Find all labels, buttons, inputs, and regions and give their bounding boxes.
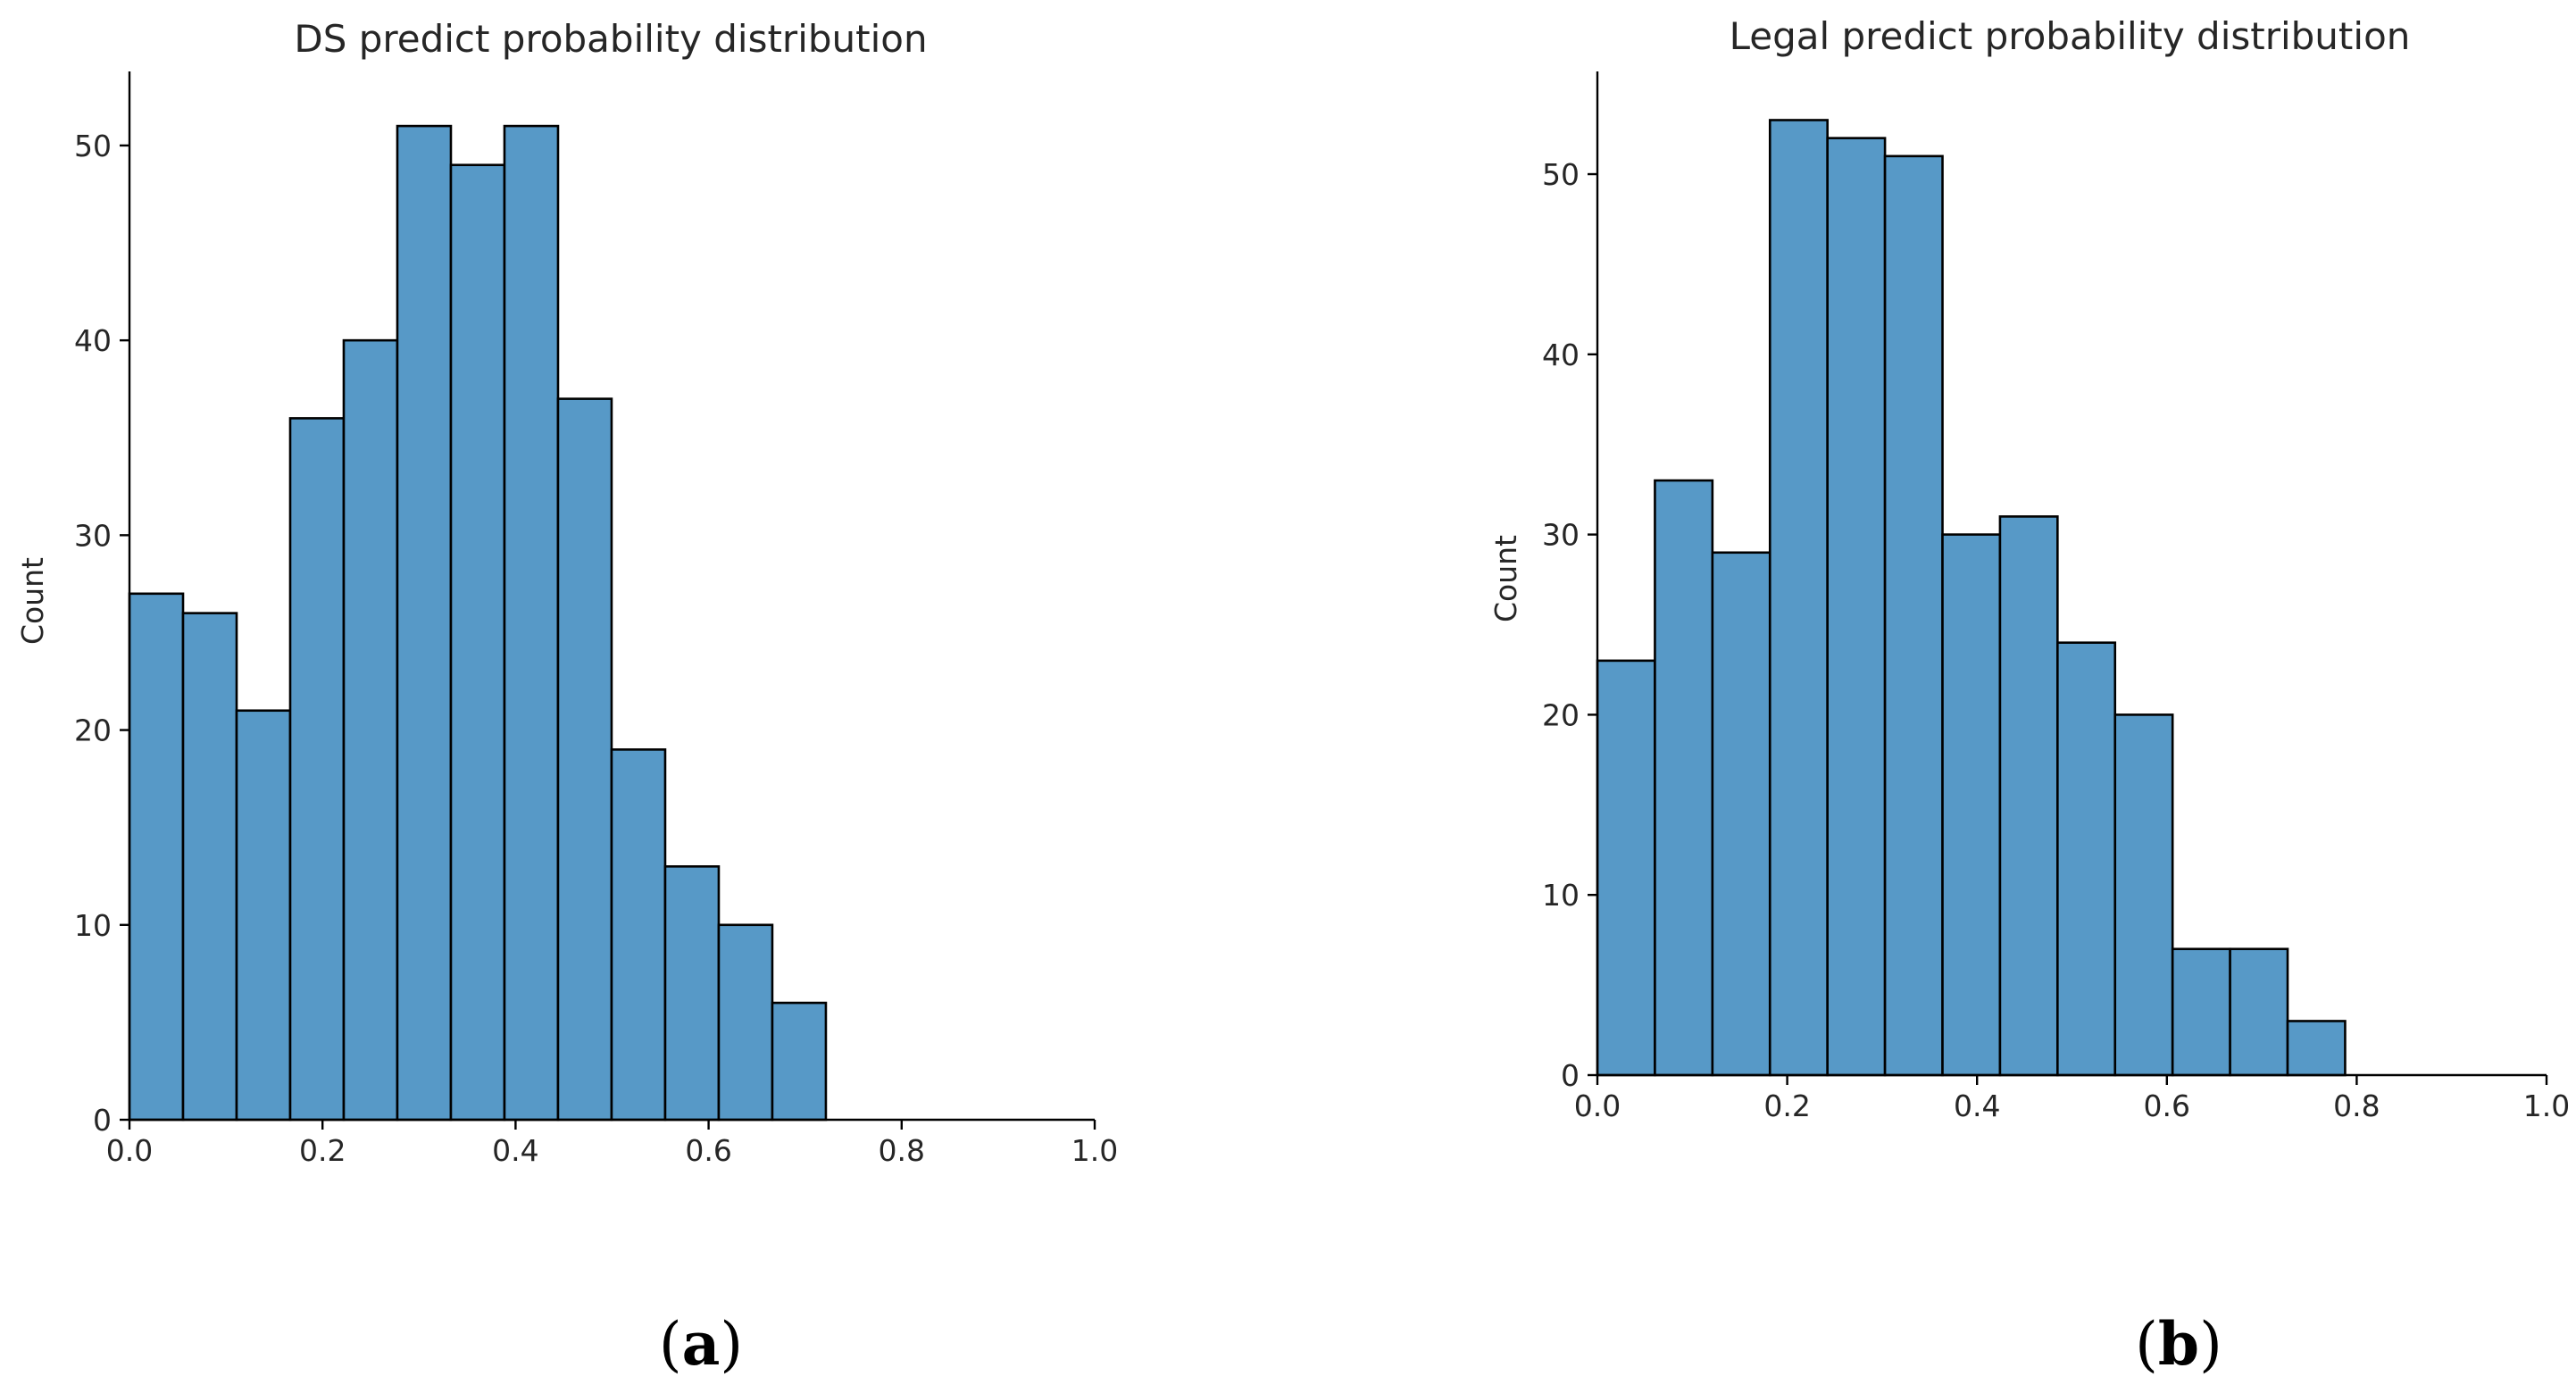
x-tick-label-b: 0.8 — [2333, 1089, 2380, 1123]
histogram-bar-a-5 — [342, 338, 399, 1122]
y-tick-label-b: 20 — [1542, 697, 1580, 732]
panel-b: Legal predict probability distribution C… — [1488, 14, 2570, 1379]
histogram-bar-b-5 — [1826, 137, 1887, 1077]
x-tick-label-a: 0.0 — [106, 1133, 153, 1168]
x-tick-label-b: 1.0 — [2523, 1089, 2570, 1123]
y-axis-label-a: Count — [15, 557, 50, 645]
histogram-bar-a-3 — [235, 709, 292, 1122]
x-tick-label-a: 0.2 — [299, 1133, 346, 1168]
histogram-bar-b-8 — [1998, 515, 2059, 1077]
chart-title-b: Legal predict probability distribution — [1730, 14, 2411, 58]
x-tick-label-a: 0.4 — [492, 1133, 538, 1168]
histogram-bar-a-13 — [771, 1001, 828, 1122]
histogram-bar-a-2 — [181, 612, 238, 1122]
y-tick-label-a: 50 — [74, 129, 112, 163]
histogram-bar-a-6 — [396, 124, 453, 1122]
y-axis-label-b: Count — [1488, 535, 1523, 622]
histogram-bar-a-9 — [556, 397, 613, 1122]
x-tick-label-b: 0.0 — [1574, 1089, 1621, 1123]
x-tick-label-b: 0.4 — [1954, 1089, 2000, 1123]
panel-label-b: (b) — [2135, 1309, 2222, 1379]
ticks-a: 0.0 0.2 0.4 0.6 0.8 1.0 0 10 20 30 40 50 — [74, 129, 1118, 1168]
x-tick-label-a: 0.6 — [685, 1133, 731, 1168]
y-tick-label-a: 30 — [74, 518, 112, 553]
bars-b — [1596, 119, 2347, 1077]
y-tick-label-a: 40 — [74, 323, 112, 358]
histogram-bar-a-8 — [503, 124, 560, 1122]
histogram-bar-a-11 — [663, 865, 721, 1122]
y-tick-label-a: 10 — [74, 908, 112, 943]
histogram-bar-b-1 — [1596, 659, 1656, 1077]
histogram-bar-b-11 — [2171, 947, 2231, 1077]
panel-label-a: (a) — [659, 1309, 743, 1379]
histogram-bar-a-1 — [128, 592, 185, 1122]
histogram-bar-b-7 — [1941, 533, 2002, 1077]
x-tick-label-b: 0.2 — [1763, 1089, 1810, 1123]
y-tick-label-b: 0 — [1561, 1058, 1580, 1093]
y-tick-label-a: 20 — [74, 713, 112, 748]
histogram-bar-b-12 — [2229, 947, 2289, 1077]
x-tick-label-b: 0.6 — [2144, 1089, 2190, 1123]
histogram-bar-a-12 — [717, 923, 774, 1122]
histogram-bar-b-6 — [1883, 154, 1944, 1077]
histogram-bar-a-10 — [610, 748, 667, 1122]
y-tick-label-a: 0 — [93, 1103, 112, 1138]
histogram-bar-b-2 — [1654, 479, 1714, 1077]
ticks-b: 0.0 0.2 0.4 0.6 0.8 1.0 0 10 20 30 40 50 — [1542, 157, 2570, 1123]
y-tick-label-b: 10 — [1542, 878, 1580, 913]
histogram-bar-b-10 — [2113, 713, 2174, 1077]
y-tick-label-b: 50 — [1542, 157, 1580, 192]
y-tick-label-b: 40 — [1542, 338, 1580, 372]
histogram-bar-b-3 — [1711, 551, 1772, 1077]
histogram-bar-a-7 — [449, 163, 506, 1122]
histogram-bar-b-4 — [1768, 119, 1829, 1077]
chart-title-a: DS predict probability distribution — [294, 17, 927, 61]
histogram-bar-b-9 — [2056, 641, 2117, 1077]
y-tick-label-b: 30 — [1542, 518, 1580, 553]
x-tick-label-a: 0.8 — [879, 1133, 925, 1168]
panel-a: DS predict probability distribution Coun… — [15, 17, 1118, 1379]
bars-a — [128, 124, 828, 1122]
histogram-bar-b-13 — [2286, 1020, 2347, 1077]
histogram-bar-a-4 — [288, 417, 346, 1122]
x-tick-label-a: 1.0 — [1071, 1133, 1118, 1168]
